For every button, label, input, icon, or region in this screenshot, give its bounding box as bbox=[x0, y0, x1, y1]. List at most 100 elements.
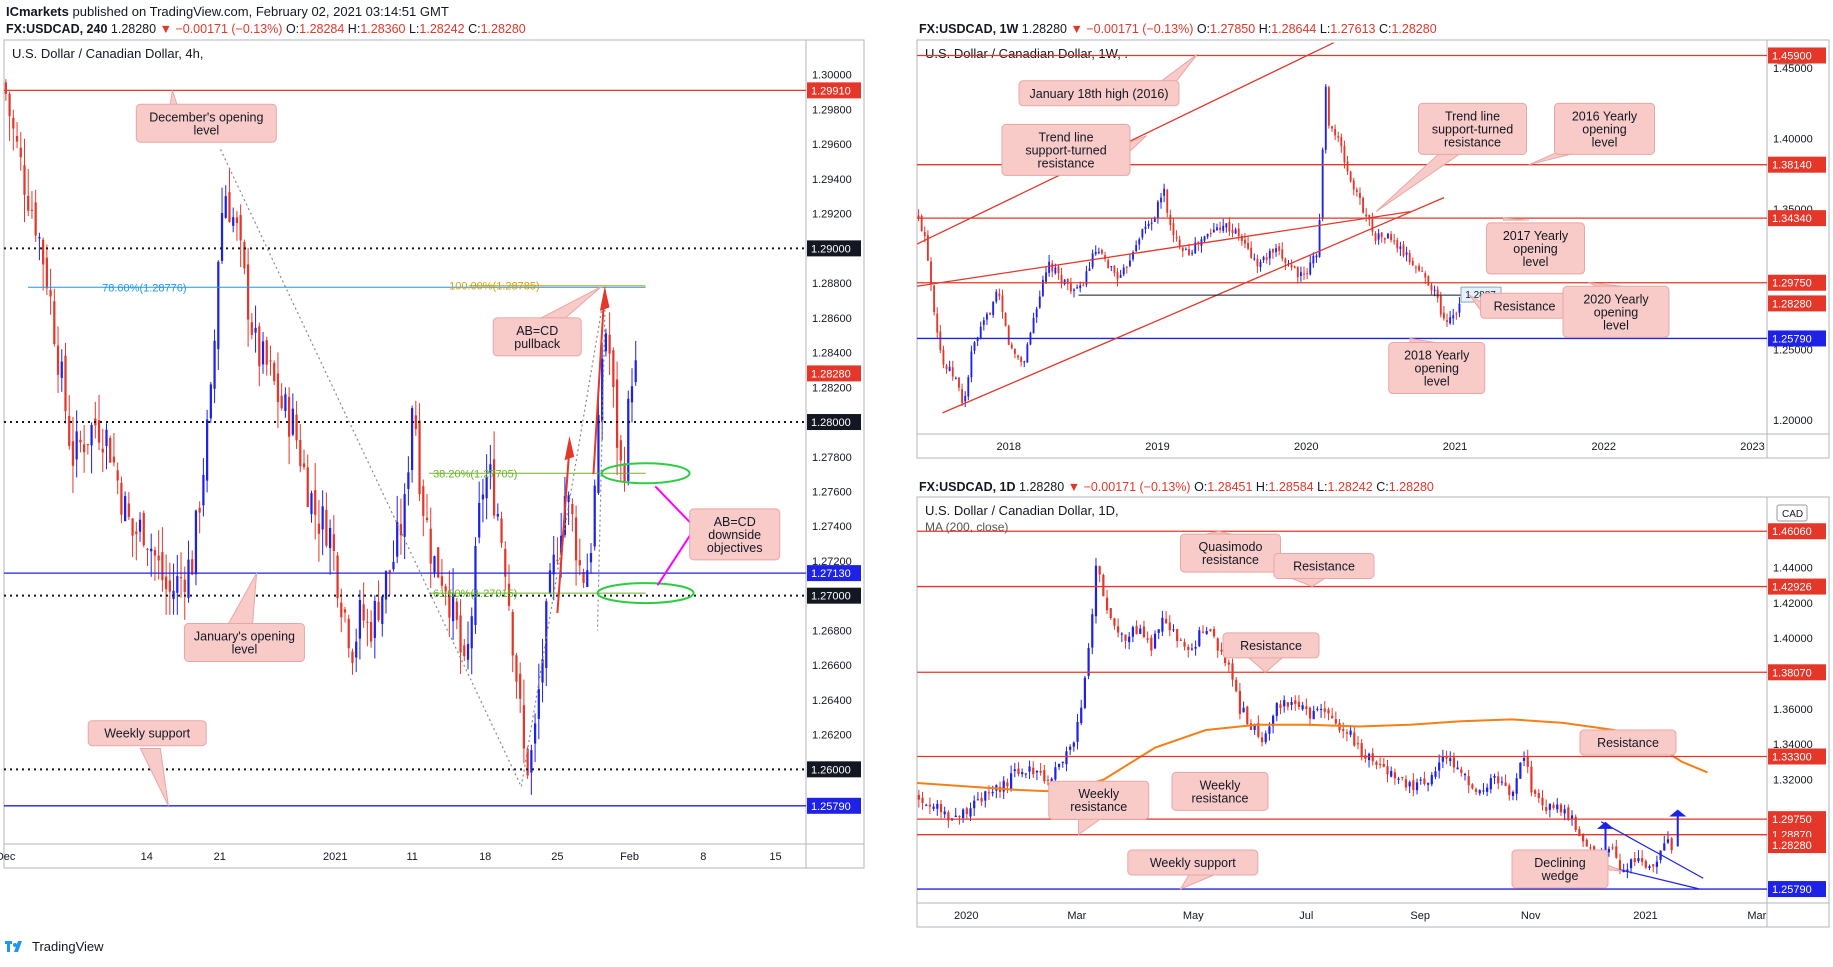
weekly-candle-body bbox=[933, 285, 936, 313]
daily-candle-body bbox=[1423, 778, 1426, 784]
daily-candle-body bbox=[939, 804, 943, 813]
daily-x-tick: Sep bbox=[1410, 910, 1430, 922]
weekly-candle-body bbox=[1390, 234, 1392, 241]
weekly-candle-body bbox=[1085, 271, 1088, 285]
h4-candle-body bbox=[511, 611, 514, 656]
daily-resistance-3-callout-box bbox=[1579, 729, 1677, 756]
weekly-legend-close: 1.28280 bbox=[1391, 22, 1437, 36]
weekly-candle-body bbox=[1163, 188, 1166, 196]
h4-candle-body bbox=[451, 593, 455, 622]
weekly-candle-body bbox=[1362, 197, 1365, 213]
weekly-frame bbox=[916, 39, 1830, 459]
weekly-candle-body bbox=[939, 331, 942, 351]
weekly-candle-body bbox=[1138, 239, 1141, 245]
weekly-2020-yearly-callout-text: level bbox=[1603, 318, 1629, 332]
h4-candle-body bbox=[246, 264, 250, 320]
weekly-candle-body bbox=[1188, 249, 1190, 255]
daily-candle-body bbox=[1349, 730, 1352, 735]
weekly-candle-body bbox=[1063, 279, 1066, 285]
daily-candle-body bbox=[1467, 776, 1470, 786]
daily-candle-body bbox=[1220, 649, 1223, 652]
h4-candle-body bbox=[120, 482, 123, 515]
h4-candle-body bbox=[321, 506, 324, 530]
weekly-candle-body bbox=[1439, 296, 1442, 315]
daily-candle-body bbox=[1054, 767, 1057, 780]
h4-candle-body bbox=[422, 486, 425, 516]
weekly-x-tick: 2018 bbox=[997, 441, 1021, 453]
weekly-candle-body bbox=[1430, 285, 1433, 291]
weekly-candle-body bbox=[1433, 289, 1436, 291]
daily-candle-body bbox=[1198, 630, 1201, 647]
weekly-candle-body bbox=[1216, 227, 1218, 231]
daily-x-tick: Nov bbox=[1521, 910, 1541, 922]
h4-candle-body bbox=[396, 522, 399, 557]
weekly-level-tag bbox=[1768, 274, 1826, 291]
h4-candle-body bbox=[623, 463, 626, 483]
daily-x-tick: Mar bbox=[1747, 910, 1766, 922]
h4-abcd-pullback-callout-text: AB=CD bbox=[516, 324, 558, 338]
h4-candle-body bbox=[34, 202, 37, 236]
weekly-candle-body bbox=[979, 326, 982, 340]
weekly-candle-body bbox=[1346, 161, 1349, 172]
h4-candle-body bbox=[146, 548, 149, 550]
weekly-candle-body bbox=[1032, 317, 1035, 334]
h4-candle-body bbox=[101, 448, 104, 453]
daily-candle-body bbox=[1393, 772, 1396, 779]
h4-candle-body bbox=[407, 472, 410, 489]
daily-candle-body bbox=[991, 791, 994, 794]
h4-december-opening-callout-text: level bbox=[193, 123, 219, 137]
h4-candle-body bbox=[273, 362, 276, 382]
daily-candle-body bbox=[1002, 780, 1005, 792]
daily-candle-body bbox=[1065, 751, 1068, 765]
weekly-candle-body bbox=[1054, 267, 1057, 274]
daily-weekly-resistance-2-callout-box bbox=[1171, 771, 1269, 811]
daily-candle-body bbox=[984, 791, 987, 801]
h4-candle-body bbox=[500, 518, 503, 544]
h4-candle-body bbox=[157, 555, 160, 561]
tradingview-footer[interactable]: TradingView bbox=[4, 938, 104, 954]
h4-candle-body bbox=[109, 437, 112, 463]
daily-declining-wedge-callout-box bbox=[1511, 849, 1609, 889]
weekly-candle-body bbox=[1101, 250, 1103, 254]
weekly-candle-body bbox=[1082, 284, 1085, 286]
weekly-candle-body bbox=[1380, 232, 1383, 238]
weekly-candle-body bbox=[1402, 244, 1405, 256]
weekly-candle-body bbox=[1265, 257, 1268, 260]
h4-candle-body bbox=[537, 689, 540, 719]
daily-candle-body bbox=[1574, 816, 1577, 831]
weekly-candle-body bbox=[1060, 274, 1063, 284]
weekly-x-tick: 2022 bbox=[1592, 441, 1616, 453]
h4-candle-body bbox=[12, 117, 15, 129]
h4-january-opening-callout-box bbox=[183, 622, 305, 662]
weekly-candle-body bbox=[1244, 239, 1246, 244]
weekly-candle-body bbox=[995, 291, 998, 302]
daily-candle-body bbox=[1301, 705, 1304, 710]
weekly-candle-body bbox=[1172, 223, 1175, 236]
h4-level-label: 1.28000 bbox=[811, 417, 851, 429]
daily-legend-price: 1.28280 bbox=[1019, 480, 1065, 494]
weekly-level-label: 1.45900 bbox=[1772, 50, 1812, 62]
h4-y-tick: 1.26400 bbox=[812, 695, 852, 707]
h4-candle-body bbox=[153, 550, 157, 556]
weekly-candle-body bbox=[1284, 258, 1287, 264]
weekly-candle-body bbox=[1013, 349, 1016, 354]
weekly-candle-body bbox=[1250, 247, 1253, 258]
h4-red-arrow-head bbox=[599, 286, 610, 311]
weekly-candle-body bbox=[1275, 248, 1277, 253]
weekly-2016-yearly-callout-text: 2016 Yearly bbox=[1572, 109, 1638, 123]
weekly-y-tick: 1.25000 bbox=[1773, 345, 1813, 357]
h4-candle-body bbox=[362, 604, 365, 621]
h4-candle-body bbox=[522, 705, 526, 749]
daily-candle-body bbox=[1275, 703, 1278, 716]
daily-legend-open: 1.28451 bbox=[1207, 480, 1253, 494]
h4-candle-body bbox=[485, 476, 488, 499]
h4-candle-body bbox=[127, 503, 130, 517]
h4-candle-body bbox=[604, 333, 608, 352]
h4-level-tag bbox=[807, 797, 861, 814]
daily-quasimodo-callout-text: resistance bbox=[1202, 553, 1259, 567]
h4-magenta-arrow bbox=[656, 529, 695, 586]
h4-candle-body bbox=[455, 601, 458, 621]
weekly-candle-body bbox=[1340, 136, 1343, 147]
h4-legend-change: −0.00171 (−0.13%) bbox=[175, 22, 283, 36]
h4-candle-body bbox=[567, 495, 570, 502]
